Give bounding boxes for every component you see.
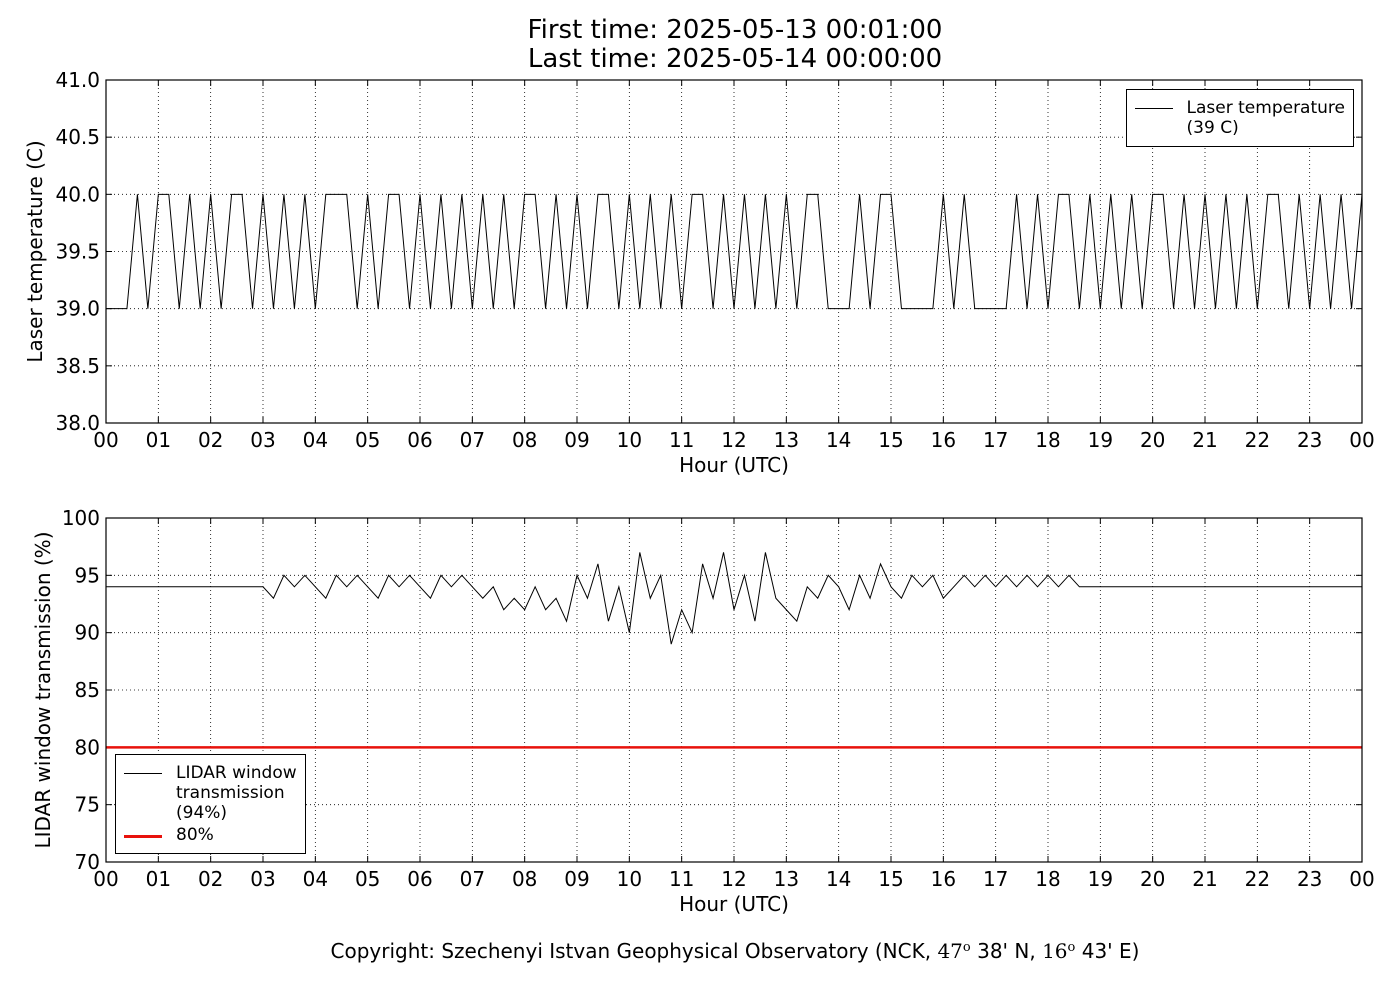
x-tick-label: 12 [721,867,746,891]
footer: Copyright: Szechenyi Istvan Geophysical … [331,939,1140,963]
x-tick-label: 13 [774,867,799,891]
figure-title: First time: 2025-05-13 00:01:00 Last tim… [527,15,943,74]
y-tick-label: 39.0 [55,297,100,321]
legend-swatch [124,773,162,774]
x-tick-label: 05 [355,867,380,891]
y-tick-label: 80 [75,735,100,759]
plot-frame [105,517,1363,863]
y-tick-label: 85 [75,678,100,702]
x-tick-label: 22 [1245,428,1270,452]
y-axis-label: LIDAR window transmission (%) [31,532,55,849]
y-tick-label: 100 [62,506,100,530]
x-tick-label: 00 [1349,867,1374,891]
x-tick-label: 23 [1297,428,1322,452]
x-tick-label: 07 [460,867,485,891]
plot-frame [105,79,1363,424]
data-line [106,552,1362,645]
footer-part: Copyright: Szechenyi Istvan Geophysical … [331,939,938,963]
y-tick-label: 70 [75,850,100,874]
x-tick-label: 12 [721,428,746,452]
y-tick-label: 41.0 [55,68,100,92]
x-tick-label: 07 [460,428,485,452]
x-axis-label: Hour (UTC) [679,892,789,916]
x-tick-label: 04 [303,428,328,452]
x-tick-label: 20 [1140,867,1165,891]
x-tick-label: 23 [1297,867,1322,891]
legend-swatch [1134,108,1173,109]
y-axis-label: Laser temperature (C) [23,140,47,362]
y-tick-label: 95 [75,563,100,587]
x-tick-label: 21 [1192,428,1217,452]
y-tick-label: 90 [75,621,100,645]
x-tick-label: 13 [774,428,799,452]
x-tick-label: 11 [669,867,694,891]
legend: Laser temperature (39 C) [1125,89,1354,147]
x-tick-label: 21 [1192,867,1217,891]
x-tick-label: 20 [1140,428,1165,452]
x-tick-label: 04 [303,867,328,891]
x-tick-label: 15 [878,867,903,891]
legend-label: Laser temperature (39 C) [1186,98,1345,138]
y-tick-label: 38.5 [55,354,100,378]
footer-part: 16 [1042,939,1067,963]
x-tick-label: 01 [146,867,171,891]
x-tick-label: 05 [355,428,380,452]
x-tick-label: 22 [1245,867,1270,891]
x-tick-label: 03 [250,867,275,891]
legend-entry: Laser temperature (39 C) [1134,98,1345,138]
x-tick-label: 08 [512,428,537,452]
legend-entry: 80% [124,825,297,845]
legend-entry: LIDAR window transmission (94%) [124,763,297,823]
y-tick-label: 38.0 [55,411,100,435]
y-tick-label: 40.5 [55,125,100,149]
y-tick-label: 40.0 [55,182,100,206]
x-tick-label: 00 [93,428,118,452]
x-tick-label: 11 [669,428,694,452]
x-tick-label: 09 [564,867,589,891]
x-tick-label: 14 [826,867,851,891]
x-tick-label: 15 [878,428,903,452]
x-tick-label: 10 [617,867,642,891]
footer-part: 43' E) [1075,939,1139,963]
x-tick-label: 02 [198,867,223,891]
x-tick-label: 06 [407,428,432,452]
footer-part: 47 [937,939,962,963]
x-tick-label: 19 [1088,428,1113,452]
x-tick-label: 10 [617,428,642,452]
x-axis-label: Hour (UTC) [679,453,789,477]
x-tick-label: 17 [983,867,1008,891]
y-tick-label: 75 [75,793,100,817]
x-tick-label: 14 [826,428,851,452]
x-tick-label: 03 [250,428,275,452]
x-tick-label: 00 [1349,428,1374,452]
footer-part: o [1068,940,1076,955]
x-tick-label: 16 [931,428,956,452]
x-tick-label: 19 [1088,867,1113,891]
x-tick-label: 17 [983,428,1008,452]
legend-label: LIDAR window transmission (94%) [176,763,297,823]
x-tick-label: 02 [198,428,223,452]
data-line [106,193,1363,310]
x-tick-label: 06 [407,867,432,891]
x-tick-label: 09 [564,428,589,452]
x-tick-label: 00 [93,867,118,891]
footer-part: 38' N, [971,939,1042,963]
x-tick-label: 08 [512,867,537,891]
legend-label: 80% [176,825,214,845]
legend-swatch [124,835,162,838]
legend: LIDAR window transmission (94%) 80% [115,754,306,854]
x-tick-label: 01 [146,428,171,452]
x-tick-label: 16 [931,867,956,891]
x-tick-label: 18 [1035,428,1060,452]
y-tick-label: 39.5 [55,240,100,264]
footer-part: o [963,940,971,955]
x-tick-label: 18 [1035,867,1060,891]
